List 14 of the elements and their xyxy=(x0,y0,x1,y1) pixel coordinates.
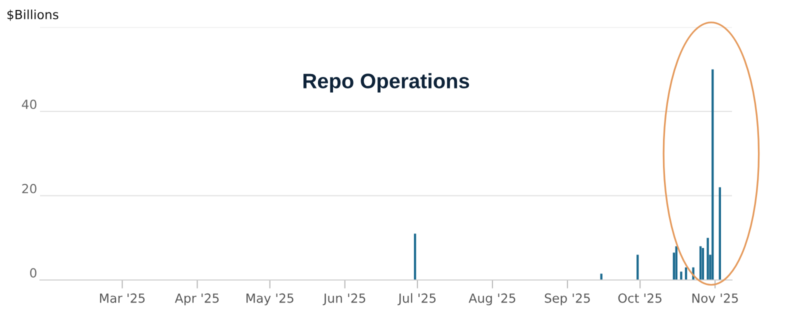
y-axis-title: $Billions xyxy=(7,10,58,21)
y-tick-label: 20 xyxy=(22,184,36,194)
x-tick-label: Mar '25 xyxy=(100,293,145,303)
x-tick-label: Nov '25 xyxy=(692,293,738,303)
y-tick-label: 0 xyxy=(30,268,36,278)
x-tick-label: Sep '25 xyxy=(544,293,590,306)
x-tick-label: May '25 xyxy=(246,293,294,306)
x-tick-label: Jul '25 xyxy=(398,293,436,306)
x-tick-label: Oct '25 xyxy=(618,293,662,303)
x-tick-label: Aug '25 xyxy=(468,293,516,306)
y-tick-label: 40 xyxy=(22,100,36,110)
x-tick-label: Jun '25 xyxy=(322,293,366,306)
text: Repo Operations xyxy=(303,73,470,93)
x-tick-label: Apr '25 xyxy=(174,293,219,306)
